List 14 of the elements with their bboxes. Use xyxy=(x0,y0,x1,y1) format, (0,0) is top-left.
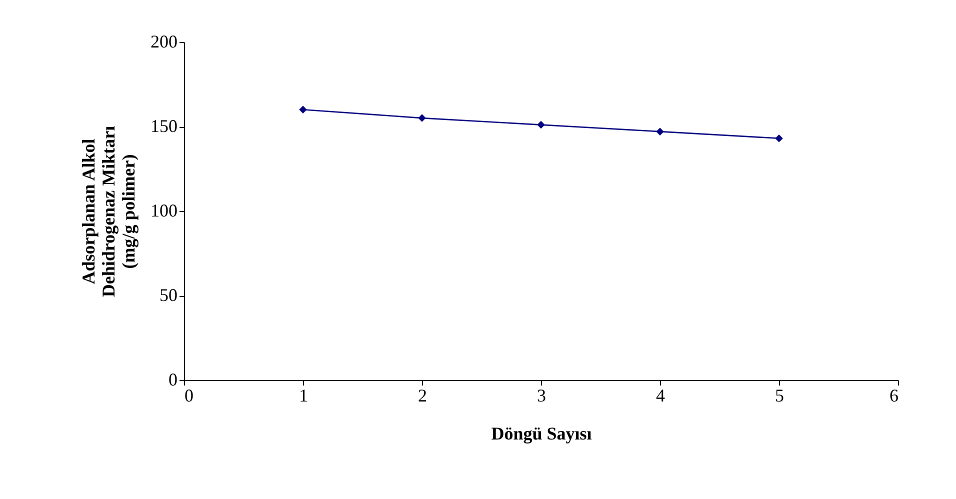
x-tick-label: 6 xyxy=(890,386,898,406)
y-tick-label: 50 xyxy=(160,285,178,305)
x-tick-label: 2 xyxy=(418,386,427,406)
x-tick-label: 4 xyxy=(656,386,665,406)
x-tick-label: 1 xyxy=(299,386,308,406)
y-tick-label: 150 xyxy=(150,116,178,136)
x-tick-label: 3 xyxy=(537,386,546,406)
y-tick-label: 0 xyxy=(168,370,178,390)
y-axis-title: Adsorplanan Alkol Dehidrogenaz Miktarı (mg/g polimer) xyxy=(78,126,138,298)
x-axis-title: Döngü Sayısı xyxy=(491,424,592,444)
y-tick-label: 100 xyxy=(150,200,178,220)
y-tick-label: 200 xyxy=(150,32,178,52)
x-tick-label: 0 xyxy=(184,386,194,406)
x-tick-label: 5 xyxy=(775,386,784,406)
